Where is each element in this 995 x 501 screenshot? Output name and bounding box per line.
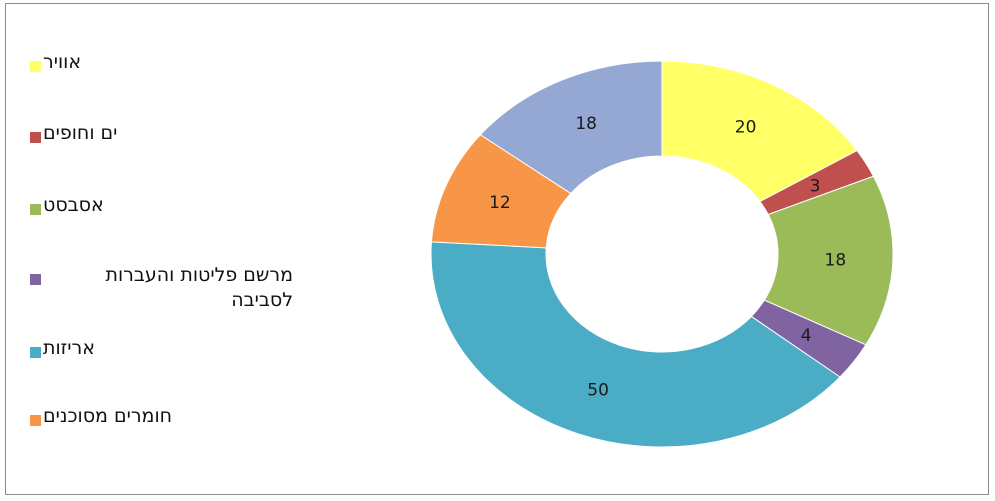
data-label-air: 20 [735, 117, 757, 137]
legend-label-emissions-register: מרשם פליטות והעברות לסביבה [105, 264, 293, 311]
legend-item-packaging: אריזות [30, 336, 330, 361]
legend-item-air: אוויר [30, 50, 330, 75]
legend-swatch-air [30, 61, 41, 72]
legend-swatch-hazardous-materials [30, 415, 41, 426]
slice-packaging [430, 241, 841, 448]
legend-item-hazardous-materials: חומרים מסוכנים [30, 404, 330, 429]
data-label-sea-and-beaches: 3 [810, 177, 821, 197]
legend-label-packaging: אריזות [43, 337, 95, 359]
data-label-unlabeled: 18 [575, 114, 597, 134]
legend-label-air: אוויר [43, 51, 82, 73]
legend-item-asbestos: אסבסט [30, 193, 330, 218]
data-label-asbestos: 18 [825, 250, 847, 270]
legend-label-hazardous-materials: חומרים מסוכנים [43, 405, 173, 427]
legend-swatch-asbestos [30, 204, 41, 215]
legend-label-asbestos: אסבסט [43, 194, 104, 216]
data-label-emissions-register: 4 [801, 326, 812, 346]
legend-label-sea-and-beaches: ים וחופים [43, 122, 118, 144]
slice-unlabeled [479, 60, 663, 195]
legend-item-sea-and-beaches: ים וחופים [30, 121, 330, 146]
slice-asbestos [763, 175, 894, 346]
legend-item-emissions-register: מרשם פליטות והעברות לסביבה [30, 263, 330, 313]
legend-swatch-sea-and-beaches [30, 132, 41, 143]
data-label-hazardous-materials: 12 [489, 193, 511, 213]
legend-swatch-emissions-register [30, 274, 41, 285]
legend-swatch-packaging [30, 347, 41, 358]
data-label-packaging: 50 [587, 380, 609, 400]
slice-air [661, 60, 858, 203]
